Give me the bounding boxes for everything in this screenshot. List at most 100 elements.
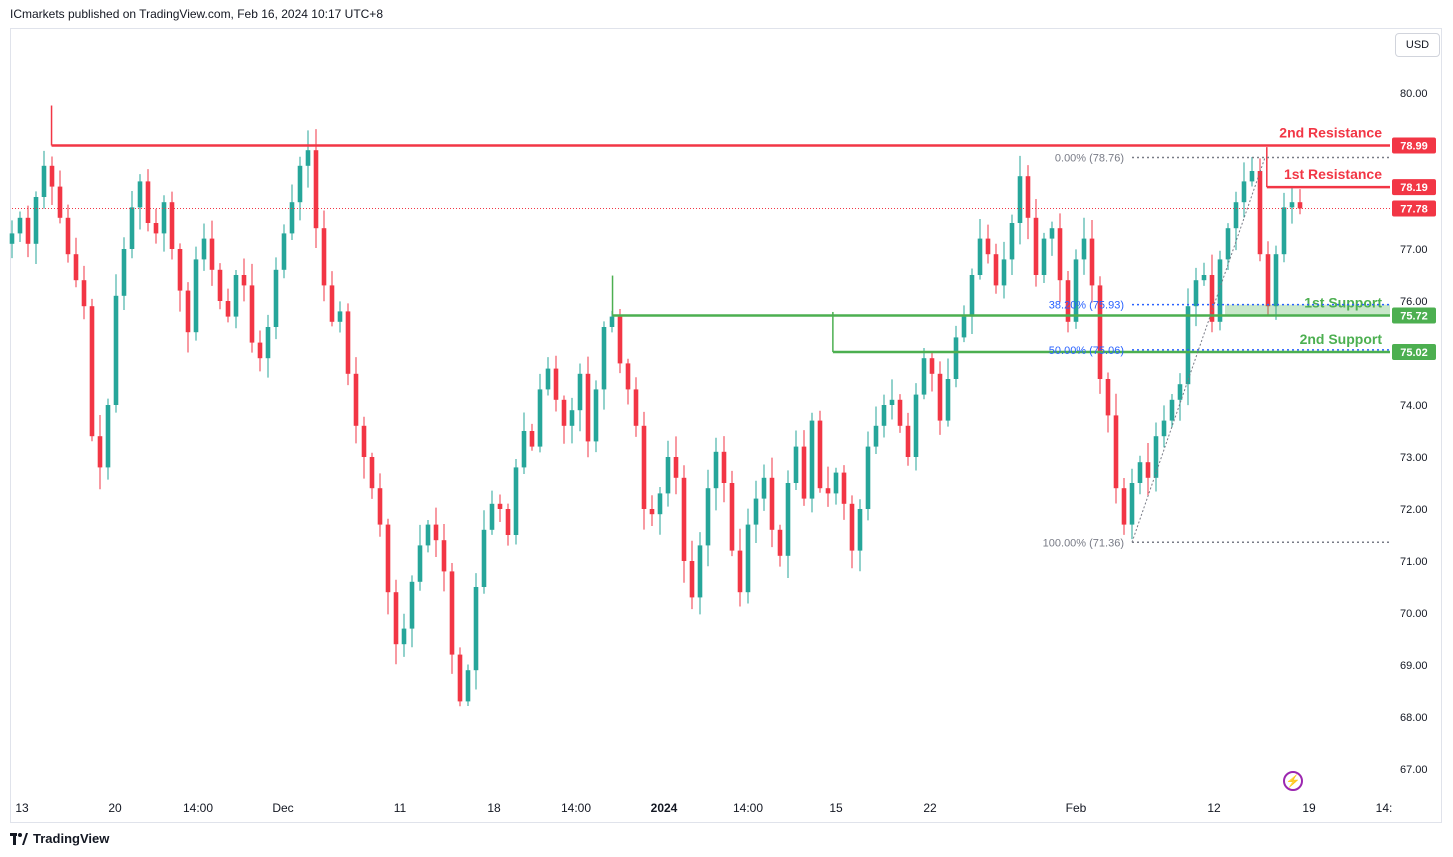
candle-body xyxy=(1265,254,1271,307)
candle-body xyxy=(793,446,799,483)
candle-body xyxy=(145,181,151,223)
candle-body xyxy=(1049,228,1055,239)
x-tick-label: Feb xyxy=(1066,801,1087,815)
candle-body xyxy=(913,394,919,457)
candle-body xyxy=(713,451,719,489)
candle-body xyxy=(121,249,127,296)
y-tick-label: 74.00 xyxy=(1400,400,1428,412)
candles-group xyxy=(9,129,1303,707)
candle-body xyxy=(513,467,519,535)
candle-body xyxy=(497,503,503,509)
candle-body xyxy=(1121,488,1127,525)
candle-body xyxy=(1105,379,1111,416)
candle-body xyxy=(1065,280,1071,322)
candle-body xyxy=(761,477,767,499)
y-tick-label: 73.00 xyxy=(1400,452,1428,464)
price-tag-bg xyxy=(1392,307,1436,324)
candle-body xyxy=(337,311,343,322)
candle-body xyxy=(185,290,191,333)
candle-body xyxy=(753,498,759,525)
candle-body xyxy=(1177,384,1183,400)
y-tick-label: 67.00 xyxy=(1400,764,1428,776)
y-tick-label: 68.00 xyxy=(1400,712,1428,724)
y-tick-label: 71.00 xyxy=(1400,556,1428,568)
candle-body xyxy=(881,405,887,426)
candle-body xyxy=(537,389,543,447)
candle-body xyxy=(929,358,935,374)
candle-body xyxy=(17,217,23,234)
candle-body xyxy=(921,358,927,395)
tradingview-logo[interactable]: TradingView xyxy=(10,831,109,846)
candle-body xyxy=(417,545,423,582)
x-tick-label: 20 xyxy=(108,801,122,815)
candle-body xyxy=(369,457,375,489)
candle-body xyxy=(105,405,111,468)
y-tick-label: 76.00 xyxy=(1400,296,1428,308)
x-tick-label: Dec xyxy=(272,801,293,815)
candle-body xyxy=(25,217,31,244)
candle-body xyxy=(721,451,727,483)
candle-body xyxy=(961,316,967,338)
candle-body xyxy=(465,670,471,702)
x-tick-label: 2024 xyxy=(651,801,678,815)
candle-body xyxy=(785,483,791,556)
candle-body xyxy=(521,431,527,468)
candle-body xyxy=(57,186,63,218)
candle-body xyxy=(177,249,183,291)
currency-button[interactable]: USD xyxy=(1395,33,1440,57)
candle-body xyxy=(233,275,239,317)
candle-body xyxy=(385,524,391,593)
price-tag-label: 78.19 xyxy=(1400,182,1428,194)
candle-body xyxy=(345,311,351,374)
candle-body xyxy=(769,477,775,530)
candle-body xyxy=(1297,202,1303,209)
candle-body xyxy=(401,628,407,645)
candle-body xyxy=(609,316,615,327)
candle-body xyxy=(1185,306,1191,385)
x-tick-label: 14: xyxy=(1376,801,1393,815)
candle-body xyxy=(601,327,607,390)
x-tick-label: 14:00 xyxy=(733,801,763,815)
x-tick-label: 12 xyxy=(1207,801,1221,815)
fib-trend-line xyxy=(1131,157,1266,543)
candle-body xyxy=(1193,280,1199,307)
candle-body xyxy=(1033,217,1039,275)
fib-level-label: 50.00% (75.06) xyxy=(1049,345,1124,357)
y-tick-label: 69.00 xyxy=(1400,660,1428,672)
candle-body xyxy=(889,399,895,405)
fib-level-label: 100.00% (71.36) xyxy=(1043,537,1124,549)
x-tick-label: 18 xyxy=(487,801,501,815)
price-tag-bg xyxy=(1392,343,1436,360)
candle-body xyxy=(1017,176,1023,223)
candle-body xyxy=(1145,462,1151,478)
candle-body xyxy=(49,165,55,187)
candle-body xyxy=(817,420,823,489)
candle-body xyxy=(809,420,815,499)
candle-body xyxy=(217,269,223,301)
candle-body xyxy=(625,363,631,390)
candle-body xyxy=(1081,238,1087,260)
level-name-label: 2nd Resistance xyxy=(1279,125,1382,141)
candle-body xyxy=(649,509,655,515)
candle-body xyxy=(777,529,783,556)
candle-body xyxy=(505,509,511,535)
candle-body xyxy=(289,202,295,234)
level-name-label: 2nd Support xyxy=(1300,331,1383,347)
candle-body xyxy=(97,436,103,468)
candle-body xyxy=(1153,436,1159,478)
candle-body xyxy=(641,425,647,509)
candle-body xyxy=(1225,228,1231,260)
level-name-label: 1st Resistance xyxy=(1284,166,1382,182)
candle-body xyxy=(1057,228,1063,281)
candle-body xyxy=(425,524,431,546)
lightning-icon[interactable]: ⚡ xyxy=(1283,771,1303,791)
candle-body xyxy=(153,223,159,234)
candle-body xyxy=(361,425,367,457)
fib-level-label: 0.00% (78.76) xyxy=(1055,152,1124,164)
candle-body xyxy=(657,493,663,515)
candle-body xyxy=(201,238,207,260)
candle-body xyxy=(377,488,383,525)
candle-body xyxy=(321,228,327,286)
candle-body xyxy=(305,150,311,166)
